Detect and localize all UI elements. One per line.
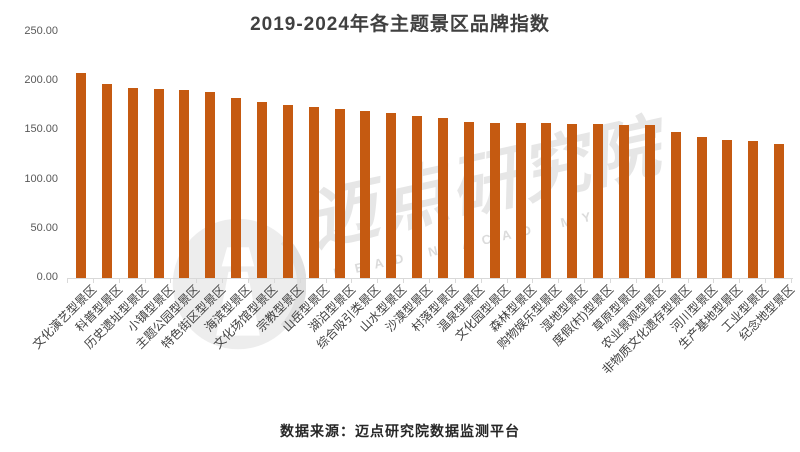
bar: [386, 112, 397, 278]
bar: [463, 122, 474, 278]
x-axis-tick: [118, 279, 120, 283]
bar: [670, 131, 681, 278]
x-axis-tick: [635, 279, 637, 283]
x-axis-tick: [170, 279, 172, 283]
bar: [256, 102, 267, 278]
x-axis-tick: [429, 279, 430, 283]
x-axis-tick: [661, 279, 663, 283]
y-axis-tick-label: 0.00: [36, 271, 58, 283]
bar: [696, 136, 707, 278]
x-axis-tick: [196, 279, 198, 283]
bar: [437, 117, 448, 278]
bar: [541, 123, 552, 278]
bar: [153, 89, 164, 278]
x-axis-tick: [610, 279, 611, 283]
bar: [205, 92, 216, 278]
x-axis-tick: [325, 279, 327, 283]
x-axis-tick: [299, 279, 301, 283]
x-axis-tick: [713, 279, 715, 283]
x-axis-tick: [558, 279, 560, 283]
bar: [179, 89, 190, 278]
bar: [515, 123, 526, 278]
bar: [101, 83, 112, 278]
bar: [489, 122, 500, 278]
x-axis-tick: [506, 279, 508, 283]
bar: [593, 123, 604, 278]
source-note: 数据来源：迈点研究院数据监测平台: [280, 423, 520, 439]
x-axis-tick: [273, 279, 275, 283]
bar: [282, 105, 293, 278]
x-axis-tick: [92, 279, 94, 283]
y-axis-tick-label: 150.00: [24, 123, 58, 136]
bar: [231, 97, 242, 278]
bar: [567, 123, 578, 278]
bar: [774, 144, 785, 278]
x-axis-tick: [454, 279, 456, 283]
x-axis-tick: [584, 279, 586, 283]
bar: [748, 141, 759, 278]
x-axis-tick: [765, 279, 767, 283]
bar: [412, 116, 423, 278]
bar: [75, 72, 86, 278]
bar: [360, 111, 371, 278]
x-axis-tick: [739, 279, 741, 283]
x-axis-tick: [222, 279, 224, 283]
x-axis-tick: [377, 279, 379, 283]
bar: [618, 124, 629, 278]
x-axis-tick: [144, 279, 146, 283]
x-axis-tick: [248, 279, 249, 283]
x-axis-line: [67, 278, 793, 279]
x-axis-tick: [532, 279, 534, 283]
x-axis-tick: [687, 279, 689, 283]
x-axis-tick: [791, 279, 792, 283]
bar: [308, 106, 319, 278]
bar: [127, 87, 138, 278]
y-axis-tick-label: 100.00: [24, 172, 58, 185]
y-axis-tick-label: 50.00: [30, 221, 58, 234]
bar: [644, 125, 655, 278]
x-axis-tick: [480, 279, 482, 283]
x-axis-tick: [67, 279, 68, 283]
x-axis-tick: [403, 279, 405, 283]
y-axis-tick-label: 200.00: [24, 74, 58, 87]
bar: [334, 108, 345, 278]
x-axis-tick: [351, 279, 353, 283]
y-axis-tick-label: 250.00: [24, 25, 58, 37]
chart-title: 2019-2024年各主题景区品牌指数: [250, 14, 550, 35]
bar: [722, 139, 733, 278]
